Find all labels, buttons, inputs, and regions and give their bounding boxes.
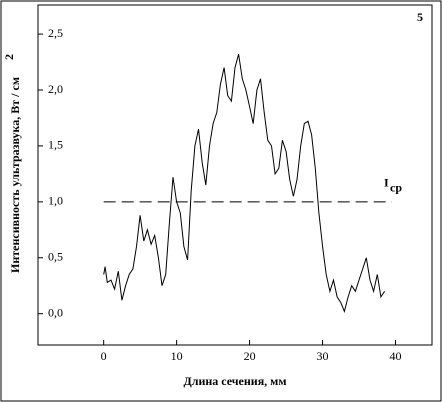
data-line (103, 54, 386, 313)
x-tick-label: 0 (101, 349, 107, 363)
x-tick-label: 20 (244, 349, 256, 363)
x-tick-label: 30 (317, 349, 329, 363)
x-tick-label: 40 (390, 349, 402, 363)
x-tick-label: 10 (171, 349, 183, 363)
y-axis-label-group: Интенсивность ультразвука, Вт / см 2 (2, 54, 22, 273)
y-tick-label: 0,0 (48, 305, 63, 319)
panel-label: 5 (417, 10, 423, 24)
y-tick-label: 2,0 (48, 82, 63, 96)
y-tick-label: 2,5 (48, 26, 63, 40)
plot-frame (37, 4, 433, 346)
y-axis-label: Интенсивность ультразвука, Вт / см (8, 77, 22, 273)
y-tick-label: 1,0 (48, 194, 63, 208)
x-axis-label: Длина сечения, мм (183, 374, 286, 388)
y-tick-label: 1,5 (48, 138, 63, 152)
y-tick-label: 0,5 (48, 250, 63, 264)
reference-label: I (384, 176, 389, 190)
y-axis-label-superscript: 2 (2, 54, 16, 60)
reference-label-subscript: ср (390, 181, 402, 195)
